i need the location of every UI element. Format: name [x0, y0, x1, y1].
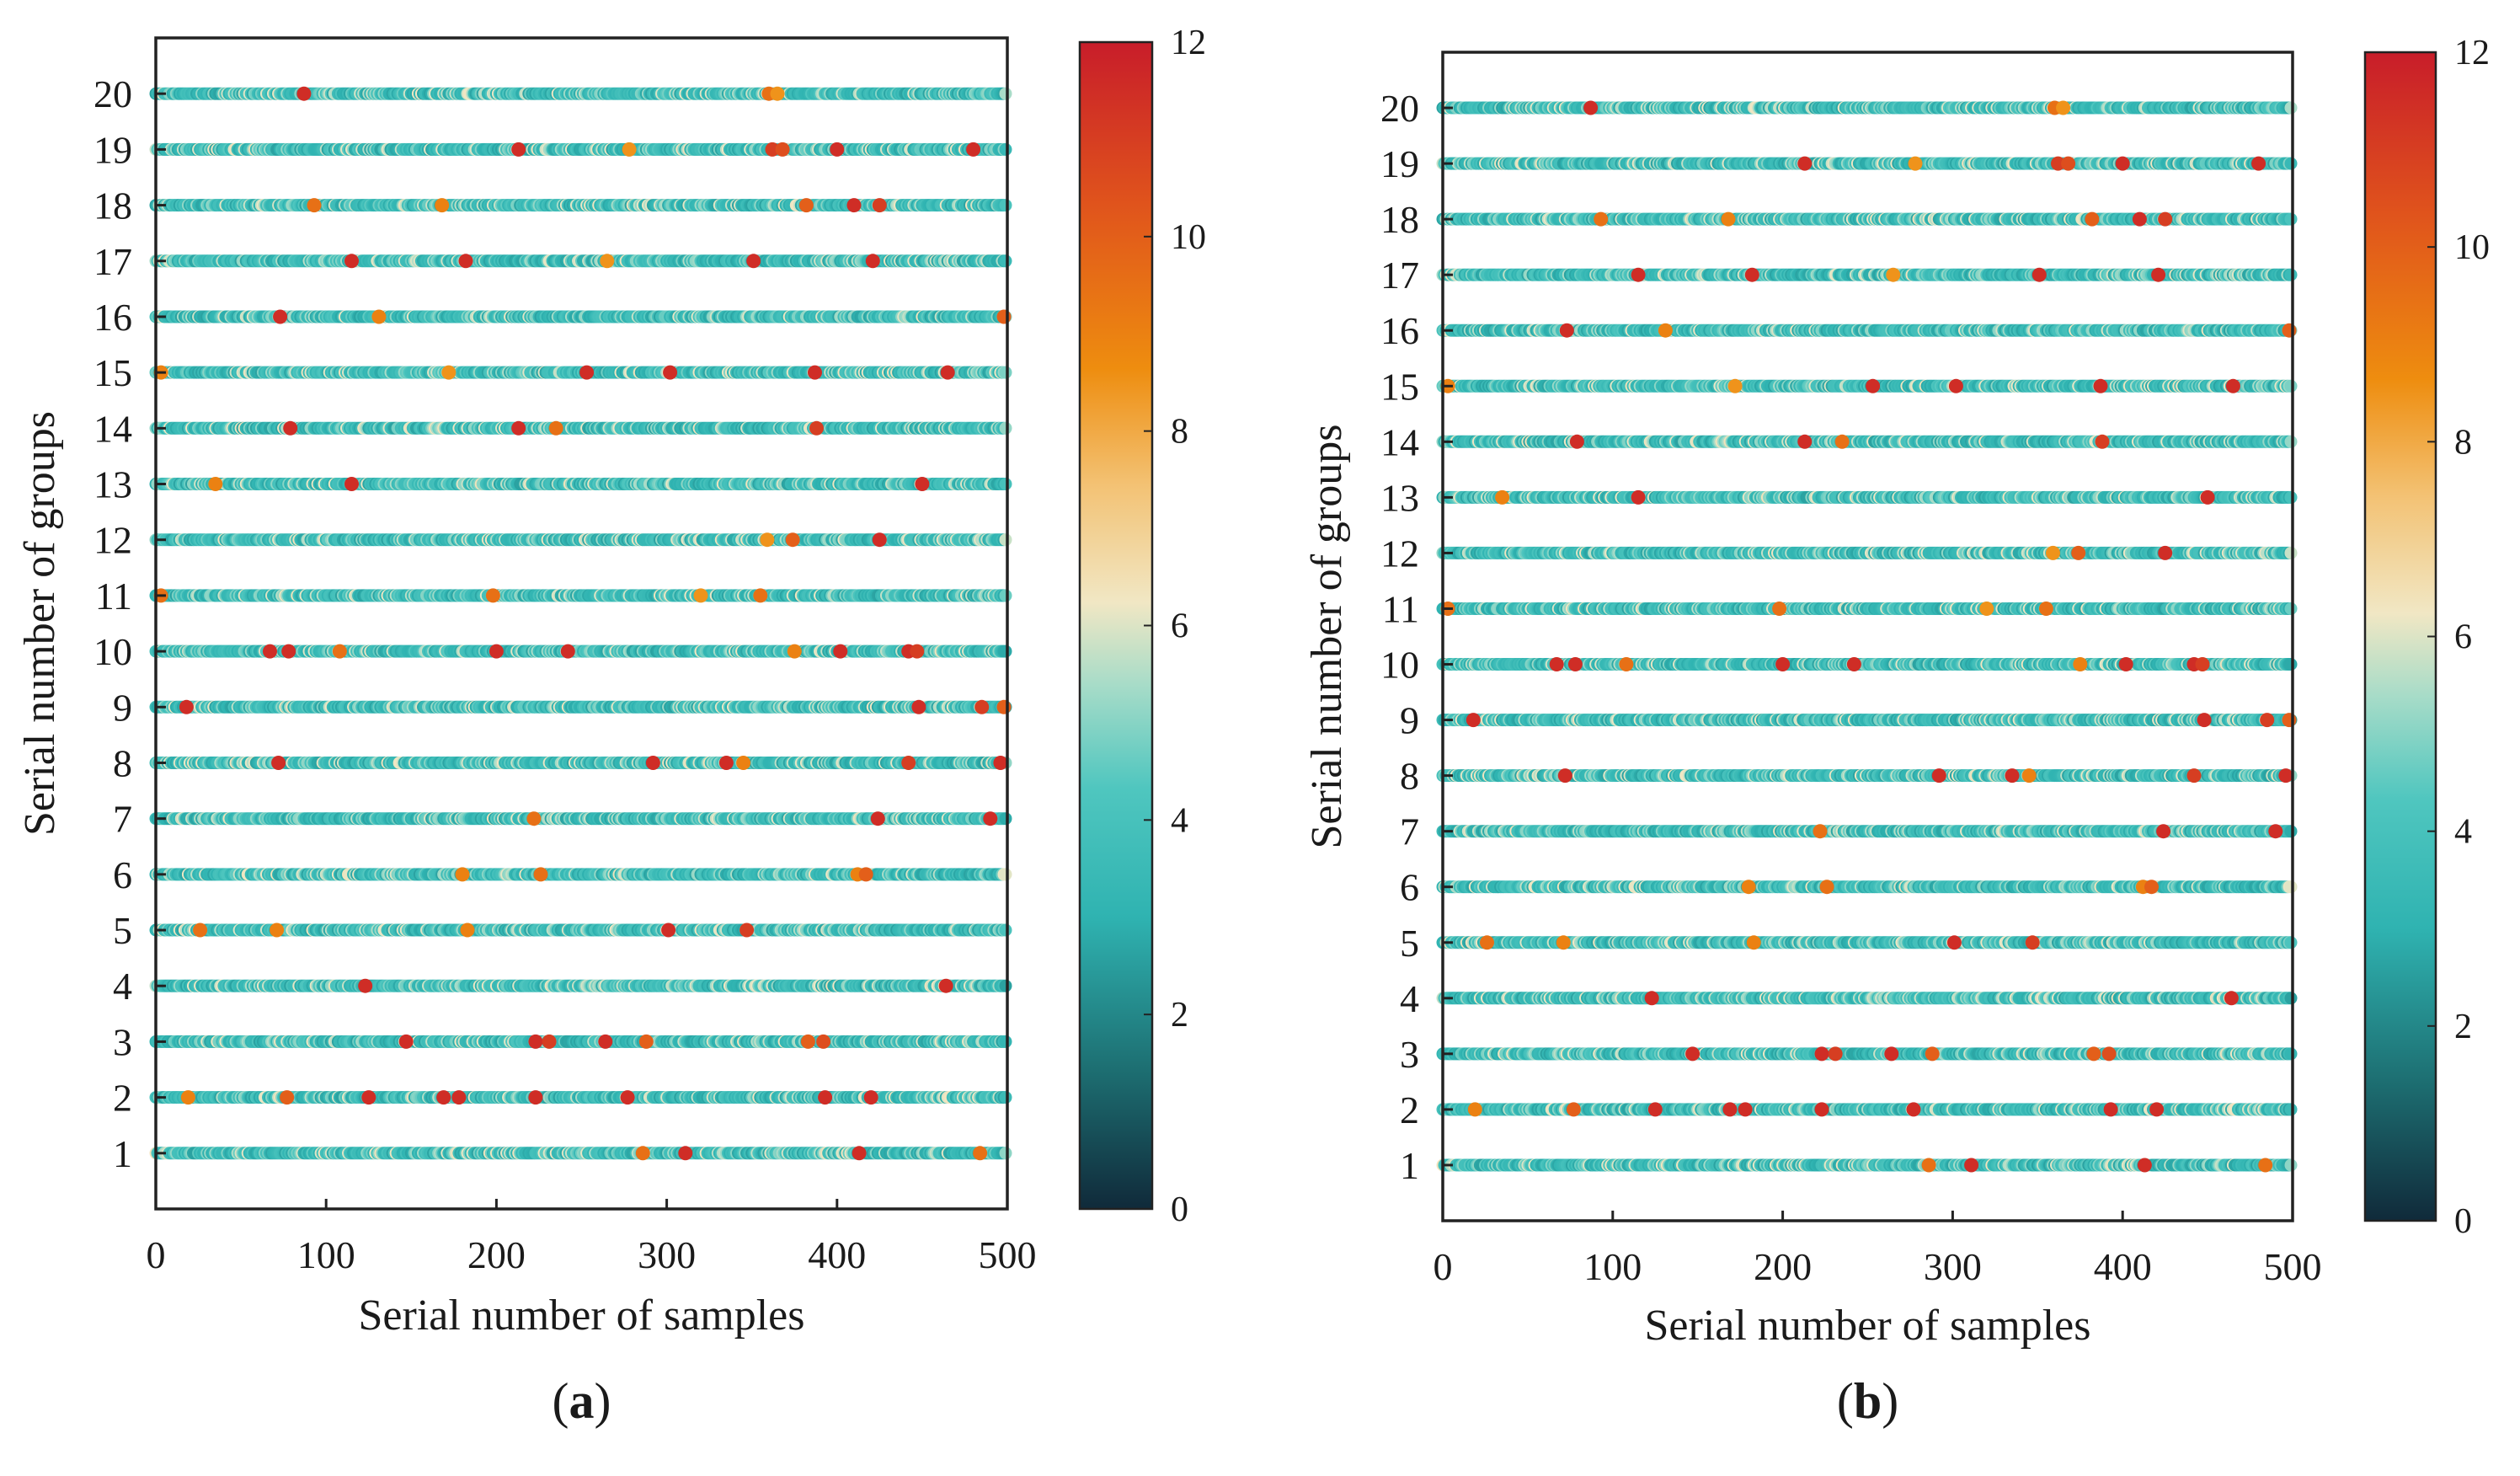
data-point [1000, 868, 1012, 880]
group-row-9 [150, 700, 1012, 714]
highlight-point [801, 1035, 815, 1049]
highlight-point [818, 1090, 832, 1104]
highlight-point [864, 1090, 878, 1104]
highlight-point [816, 1035, 830, 1049]
highlight-point [719, 756, 734, 770]
highlight-point [871, 811, 885, 826]
highlight-point [181, 1090, 195, 1104]
highlight-point [639, 1035, 654, 1049]
highlight-point [852, 1146, 867, 1160]
data-point [1000, 1147, 1012, 1159]
highlight-point [456, 867, 470, 881]
highlight-point [526, 811, 541, 826]
data-point [1000, 980, 1012, 992]
highlight-point [901, 756, 916, 770]
highlight-point [859, 867, 873, 881]
group-row-4 [150, 979, 1012, 993]
highlight-point [534, 867, 548, 881]
highlight-point [399, 1035, 414, 1049]
highlight-point [280, 1090, 294, 1104]
highlight-point [271, 756, 286, 770]
highlight-point [646, 756, 660, 770]
highlight-point [739, 923, 754, 938]
highlight-point [736, 756, 750, 770]
group-row-3 [150, 1035, 1012, 1049]
highlight-point [528, 1035, 542, 1049]
highlight-point [451, 1090, 466, 1104]
group-row-6 [150, 867, 1012, 881]
highlight-point [993, 756, 1007, 770]
highlight-point [973, 1146, 987, 1160]
group-row-1 [150, 1146, 1012, 1160]
highlight-point [270, 923, 284, 938]
data-point [1000, 1035, 1012, 1048]
figure: 12345678910111213141516171819200 100 200 30… [0, 0, 2520, 1476]
data-point [1000, 924, 1012, 937]
scatter-points [150, 87, 1012, 1161]
highlight-point [193, 923, 207, 938]
highlight-point [636, 1146, 650, 1160]
group-row-8 [150, 756, 1012, 770]
highlight-point [542, 1035, 557, 1049]
highlight-point [983, 811, 997, 826]
highlight-point [598, 1035, 612, 1049]
highlight-point [621, 1090, 635, 1104]
group-row-2 [150, 1090, 1012, 1104]
highlight-point [436, 1090, 451, 1104]
data-point [1000, 1091, 1012, 1104]
highlight-point [939, 979, 953, 993]
highlight-point [358, 979, 372, 993]
highlight-point [528, 1090, 542, 1104]
highlight-point [461, 923, 475, 938]
group-row-7 [150, 811, 1012, 826]
highlight-point [361, 1090, 376, 1104]
highlight-point [678, 1146, 692, 1160]
group-row-5 [150, 923, 1012, 938]
highlight-point [661, 923, 675, 938]
data-point [1000, 812, 1012, 825]
